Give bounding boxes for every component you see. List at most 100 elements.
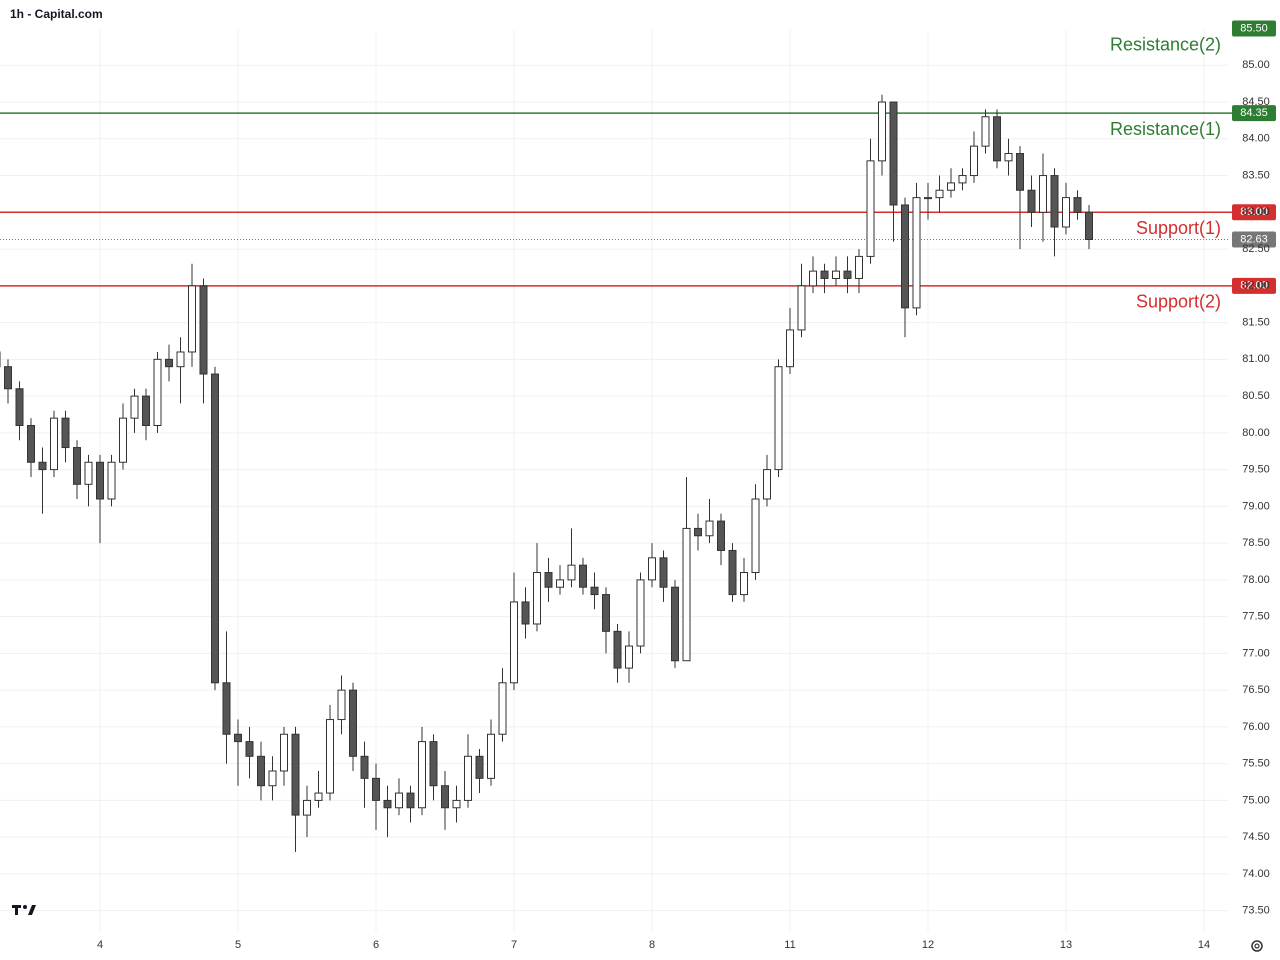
candle-body [372,777,380,801]
candle-body [188,285,196,353]
candle-body [981,116,990,147]
x-tick-label: 5 [235,939,241,951]
x-tick-label: 13 [1060,939,1072,951]
candle-body [774,366,783,471]
candle-body [855,255,863,279]
x-tick-label: 8 [649,939,655,951]
y-tick-label: 84.00 [1242,133,1270,145]
candle-body [740,572,748,596]
settings-icon[interactable] [1251,940,1263,952]
candle-body [464,755,472,801]
candle-body [1016,153,1024,191]
candle-layer [0,94,1093,852]
candle-body [924,197,932,200]
y-tick-label: 85.00 [1242,59,1270,71]
candle-body [199,285,208,375]
level-price-box [1232,105,1276,122]
candle-body [280,733,288,772]
candle-body [360,755,369,779]
y-tick-label: 81.50 [1242,316,1270,328]
candle-body [797,285,806,331]
level-price-label: 85.50 [1240,22,1268,34]
candle-body [935,189,944,199]
candle-body [579,564,587,588]
candle-body [510,601,518,684]
candle-body [694,527,702,537]
y-tick-label: 84.50 [1242,96,1270,108]
y-tick-label: 80.00 [1242,427,1270,439]
candle-body [107,461,116,500]
y-tick-label: 76.00 [1242,721,1270,733]
candle-body [234,733,242,743]
candle-body [268,770,277,787]
candle-body [843,270,852,279]
candle-body [1073,197,1082,213]
candle-body [1050,175,1059,228]
chart-title: 1h - Capital.com [10,7,103,21]
candle-body [970,145,978,177]
x-tick-label: 11 [784,939,795,951]
y-tick-label: 79.50 [1242,464,1270,476]
y-tick-label: 75.50 [1242,758,1270,770]
candle-body [314,792,323,801]
candle-body [96,461,104,500]
candle-body [947,182,955,191]
candle-body [613,630,622,669]
candle-body [556,579,564,588]
candle-body [383,799,392,809]
candle-body [602,594,610,632]
candle-body [245,741,254,757]
candle-body [958,175,967,184]
y-tick-label: 82.00 [1242,280,1270,292]
x-tick-label: 14 [1198,939,1210,951]
axis-layer: 73.50 74.00 74.50 75.00 75.50 76.00 76.50 77.00… [97,59,1270,951]
level-price-label: 82.00 [1240,280,1268,292]
level-label: Resistance(1) [1110,119,1221,139]
candle-body [1004,153,1013,162]
candle-body [889,101,898,206]
candle-body [84,461,93,485]
candle-body [544,572,553,588]
x-tick-label: 12 [922,939,934,951]
y-tick-label: 75.00 [1242,794,1270,806]
candle-body [50,417,58,471]
y-tick-label: 77.50 [1242,611,1270,623]
candle-body [763,469,771,500]
candle-body [1027,189,1036,213]
candle-body [303,799,311,816]
candle-body [441,785,449,809]
candle-body [671,586,679,662]
candle-body [38,461,47,471]
candle-body [1085,211,1093,241]
candle-body [165,358,173,368]
candle-body [326,719,334,794]
candle-body [418,741,426,809]
candle-body [15,388,24,426]
candle-body [130,395,139,419]
candle-body [1062,197,1070,228]
x-tick-label: 6 [373,939,379,951]
candle-body [1039,175,1047,213]
x-tick-label: 7 [511,939,517,951]
y-tick-label: 83.50 [1242,169,1270,181]
candle-body [682,527,691,662]
candle-body [211,373,219,684]
candle-body [786,329,794,368]
candle-body [567,564,576,581]
candle-body [406,792,415,809]
x-tick-label: 4 [97,939,103,951]
level-price-label: 83.00 [1240,206,1268,218]
candle-body [349,689,357,757]
candle-body [291,733,300,816]
candle-body [153,358,162,426]
candle-body [832,270,840,279]
y-tick-label: 80.50 [1242,390,1270,402]
candle-body [521,601,530,625]
candle-body [705,520,714,537]
candle-body [73,447,81,485]
candle-body [659,557,668,588]
candle-body [717,520,725,551]
candle-body [142,395,150,426]
candle-body [4,366,12,390]
